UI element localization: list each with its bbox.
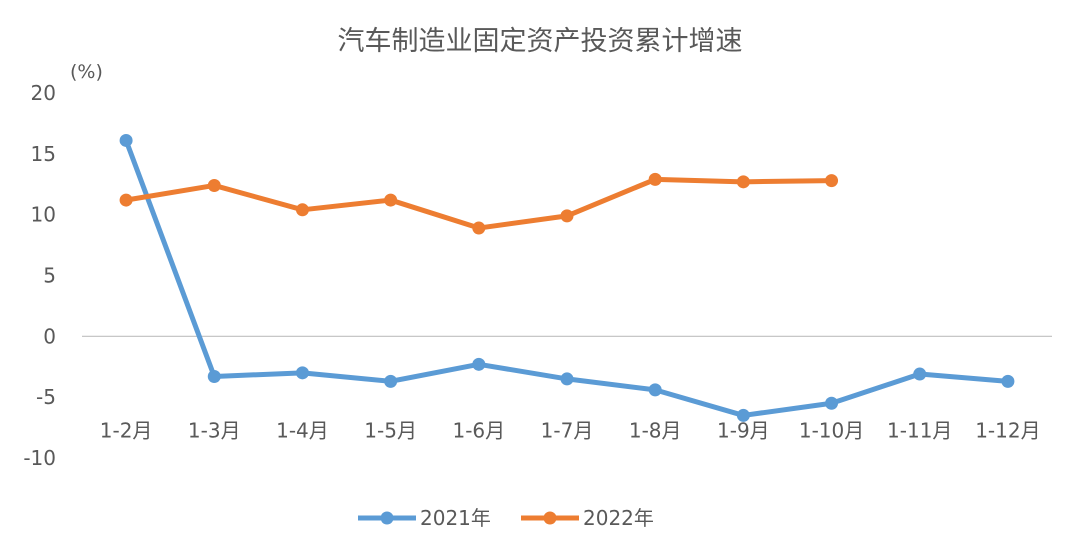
- data-point: [736, 408, 750, 422]
- y-axis-ticks: -10 -5 0 5 10 15 20: [23, 81, 56, 470]
- y-tick-label: -10: [23, 446, 56, 470]
- data-point: [472, 357, 486, 371]
- legend-marker: [380, 511, 394, 525]
- x-axis-ticks: 1-2月 1-3月 1-4月 1-5月 1-6月 1-7月 1-8月 1-9月 1-10月 1-1…: [100, 418, 1041, 442]
- x-tick-label: 1-10月: [799, 418, 864, 442]
- y-axis-unit-label: (%): [70, 61, 103, 83]
- chart-title: 汽车制造业固定资产投资累计增速: [338, 26, 743, 57]
- x-tick-label: 1-9月: [717, 418, 770, 442]
- x-tick-label: 1-2月: [100, 418, 153, 442]
- data-point: [472, 221, 486, 235]
- data-point: [207, 178, 221, 192]
- data-point: [648, 383, 662, 397]
- x-tick-label: 1-8月: [629, 418, 682, 442]
- data-point: [825, 396, 839, 410]
- x-tick-label: 1-3月: [188, 418, 241, 442]
- data-point: [207, 369, 221, 383]
- y-tick-label: 10: [31, 203, 56, 227]
- data-point: [560, 209, 574, 223]
- x-tick-label: 1-11月: [887, 418, 952, 442]
- series-layer: [119, 133, 1015, 422]
- y-tick-label: 0: [43, 324, 56, 348]
- data-point: [384, 193, 398, 207]
- data-point: [295, 203, 309, 217]
- x-tick-label: 1-5月: [364, 418, 417, 442]
- data-point: [560, 372, 574, 386]
- data-point: [648, 172, 662, 186]
- data-point: [295, 366, 309, 380]
- x-tick-label: 1-6月: [452, 418, 505, 442]
- x-tick-label: 1-4月: [276, 418, 329, 442]
- legend-label: 2022年: [583, 506, 654, 530]
- data-point: [913, 367, 927, 381]
- data-point: [119, 193, 133, 207]
- y-tick-label: 20: [31, 81, 56, 105]
- legend-label: 2021年: [420, 506, 491, 530]
- legend-marker: [543, 511, 557, 525]
- y-tick-label: -5: [36, 385, 56, 409]
- y-tick-label: 15: [31, 142, 56, 166]
- data-point: [1001, 374, 1015, 388]
- legend: 2021年 2022年: [358, 506, 654, 530]
- data-point: [825, 174, 839, 188]
- y-tick-label: 5: [43, 264, 56, 288]
- x-tick-label: 1-12月: [975, 418, 1040, 442]
- x-tick-label: 1-7月: [541, 418, 594, 442]
- series-line: [123, 176, 835, 231]
- data-point: [736, 175, 750, 189]
- data-point: [119, 133, 133, 147]
- data-point: [384, 374, 398, 388]
